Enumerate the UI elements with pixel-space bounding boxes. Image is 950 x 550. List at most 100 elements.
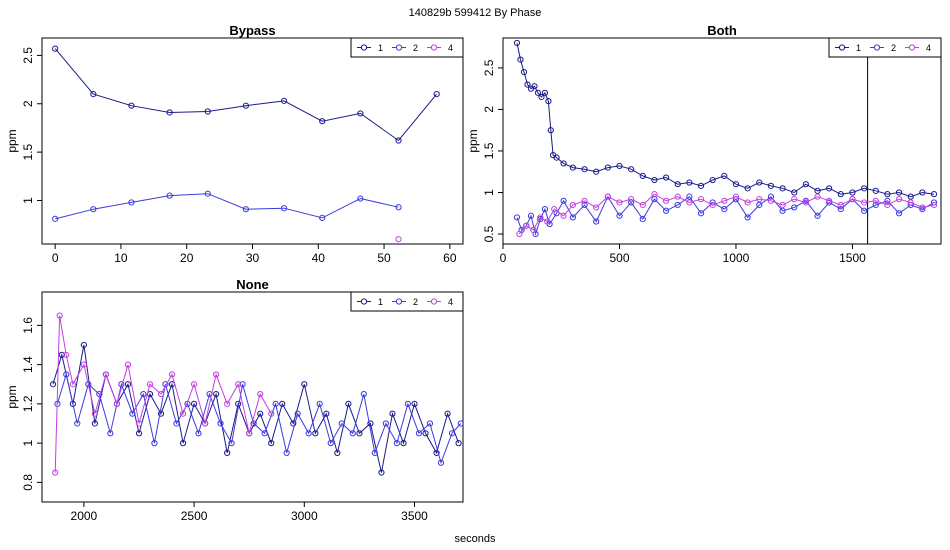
- x-tick-label: 30: [246, 251, 260, 265]
- data-point: [919, 204, 926, 211]
- data-point: [224, 400, 231, 407]
- data-point: [242, 206, 250, 213]
- y-tick-label: 2.5: [482, 59, 496, 76]
- data-point: [721, 197, 728, 204]
- data-point: [91, 420, 99, 427]
- data-point: [709, 176, 716, 184]
- data-point: [52, 45, 59, 52]
- legend: 1 2 4: [350, 291, 464, 312]
- data-point: [791, 189, 798, 196]
- data-point: [732, 181, 740, 188]
- data-point: [756, 179, 763, 186]
- chart-panel-both: Both ppm 0 500 1000 1500 0.5 1 1.5 2 2.5 1 2 4: [466, 23, 942, 265]
- data-point: [129, 410, 136, 417]
- data-point: [80, 361, 87, 368]
- data-point: [686, 199, 693, 206]
- data-point: [686, 179, 693, 186]
- data-point: [872, 187, 879, 194]
- x-tick-label: 1000: [723, 251, 750, 265]
- data-point: [250, 420, 257, 427]
- data-point: [826, 197, 833, 204]
- data-point: [204, 190, 211, 197]
- data-point: [107, 430, 114, 437]
- data-point: [179, 440, 187, 447]
- data-point: [581, 197, 588, 204]
- data-point: [204, 108, 211, 115]
- data-point: [166, 192, 173, 199]
- data-point: [382, 420, 389, 427]
- data-point: [395, 204, 402, 211]
- data-point: [261, 430, 268, 437]
- data-point: [560, 160, 567, 167]
- data-point: [80, 341, 87, 349]
- data-point: [930, 201, 938, 209]
- data-point: [113, 400, 121, 407]
- legend-entry-label: 1: [378, 297, 383, 307]
- data-point: [756, 196, 763, 203]
- plot-area: [49, 312, 463, 476]
- data-point: [604, 193, 611, 200]
- data-point: [294, 410, 301, 417]
- data-point: [544, 218, 551, 225]
- data-point: [534, 89, 542, 96]
- data-point: [283, 449, 290, 457]
- data-point: [697, 210, 705, 217]
- data-point: [895, 196, 903, 203]
- data-point: [319, 214, 326, 221]
- legend-entry-label: 4: [448, 297, 453, 307]
- y-axis-label: ppm: [5, 385, 19, 408]
- data-point: [404, 400, 411, 407]
- legend-box: [828, 37, 942, 58]
- data-point: [553, 154, 560, 161]
- data-point: [280, 97, 288, 104]
- data-point: [639, 172, 646, 179]
- data-point: [895, 189, 903, 196]
- y-tick-label: 1.4: [21, 356, 35, 373]
- data-point: [639, 215, 646, 223]
- data-point: [802, 199, 809, 206]
- data-point: [140, 390, 147, 398]
- data-point: [426, 420, 434, 427]
- data-point: [767, 193, 775, 200]
- series-2: [513, 193, 938, 238]
- y-tick-label: 2.5: [21, 47, 35, 64]
- y-tick-label: 2: [482, 106, 496, 113]
- legend-entry-label: 2: [413, 297, 418, 307]
- legend-entry-label: 4: [926, 43, 931, 53]
- data-point: [802, 181, 809, 188]
- data-point: [616, 199, 623, 206]
- data-point: [146, 381, 154, 388]
- data-point: [190, 400, 198, 407]
- series-line: [54, 48, 438, 142]
- data-point: [861, 207, 868, 214]
- data-point: [52, 215, 59, 222]
- legend: 1 2 4: [828, 37, 942, 58]
- series-2: [52, 190, 402, 222]
- data-point: [268, 440, 275, 447]
- y-tick-label: 1: [21, 439, 35, 446]
- y-tick-label: 1.6: [21, 317, 35, 334]
- data-point: [74, 420, 81, 427]
- data-point: [173, 420, 180, 427]
- data-point: [686, 193, 693, 200]
- series-4: [395, 236, 402, 243]
- data-point: [239, 381, 246, 388]
- data-point: [593, 204, 600, 211]
- data-point: [628, 166, 635, 173]
- data-point: [444, 410, 451, 417]
- chart-panel-bypass: Bypass ppm 0 10 20 30 40 50 60 1 1.5 2 2.5 1 2 4: [5, 23, 464, 265]
- data-point: [744, 199, 751, 206]
- legend-marker: [360, 44, 368, 51]
- data-point: [861, 185, 868, 192]
- legend-box: [350, 37, 464, 58]
- data-point: [166, 109, 173, 116]
- series-line: [55, 193, 399, 220]
- data-point: [90, 90, 97, 98]
- data-point: [357, 195, 364, 202]
- data-point: [195, 430, 202, 437]
- data-point: [593, 168, 600, 175]
- data-point: [69, 381, 76, 388]
- legend-entry-label: 4: [448, 43, 453, 53]
